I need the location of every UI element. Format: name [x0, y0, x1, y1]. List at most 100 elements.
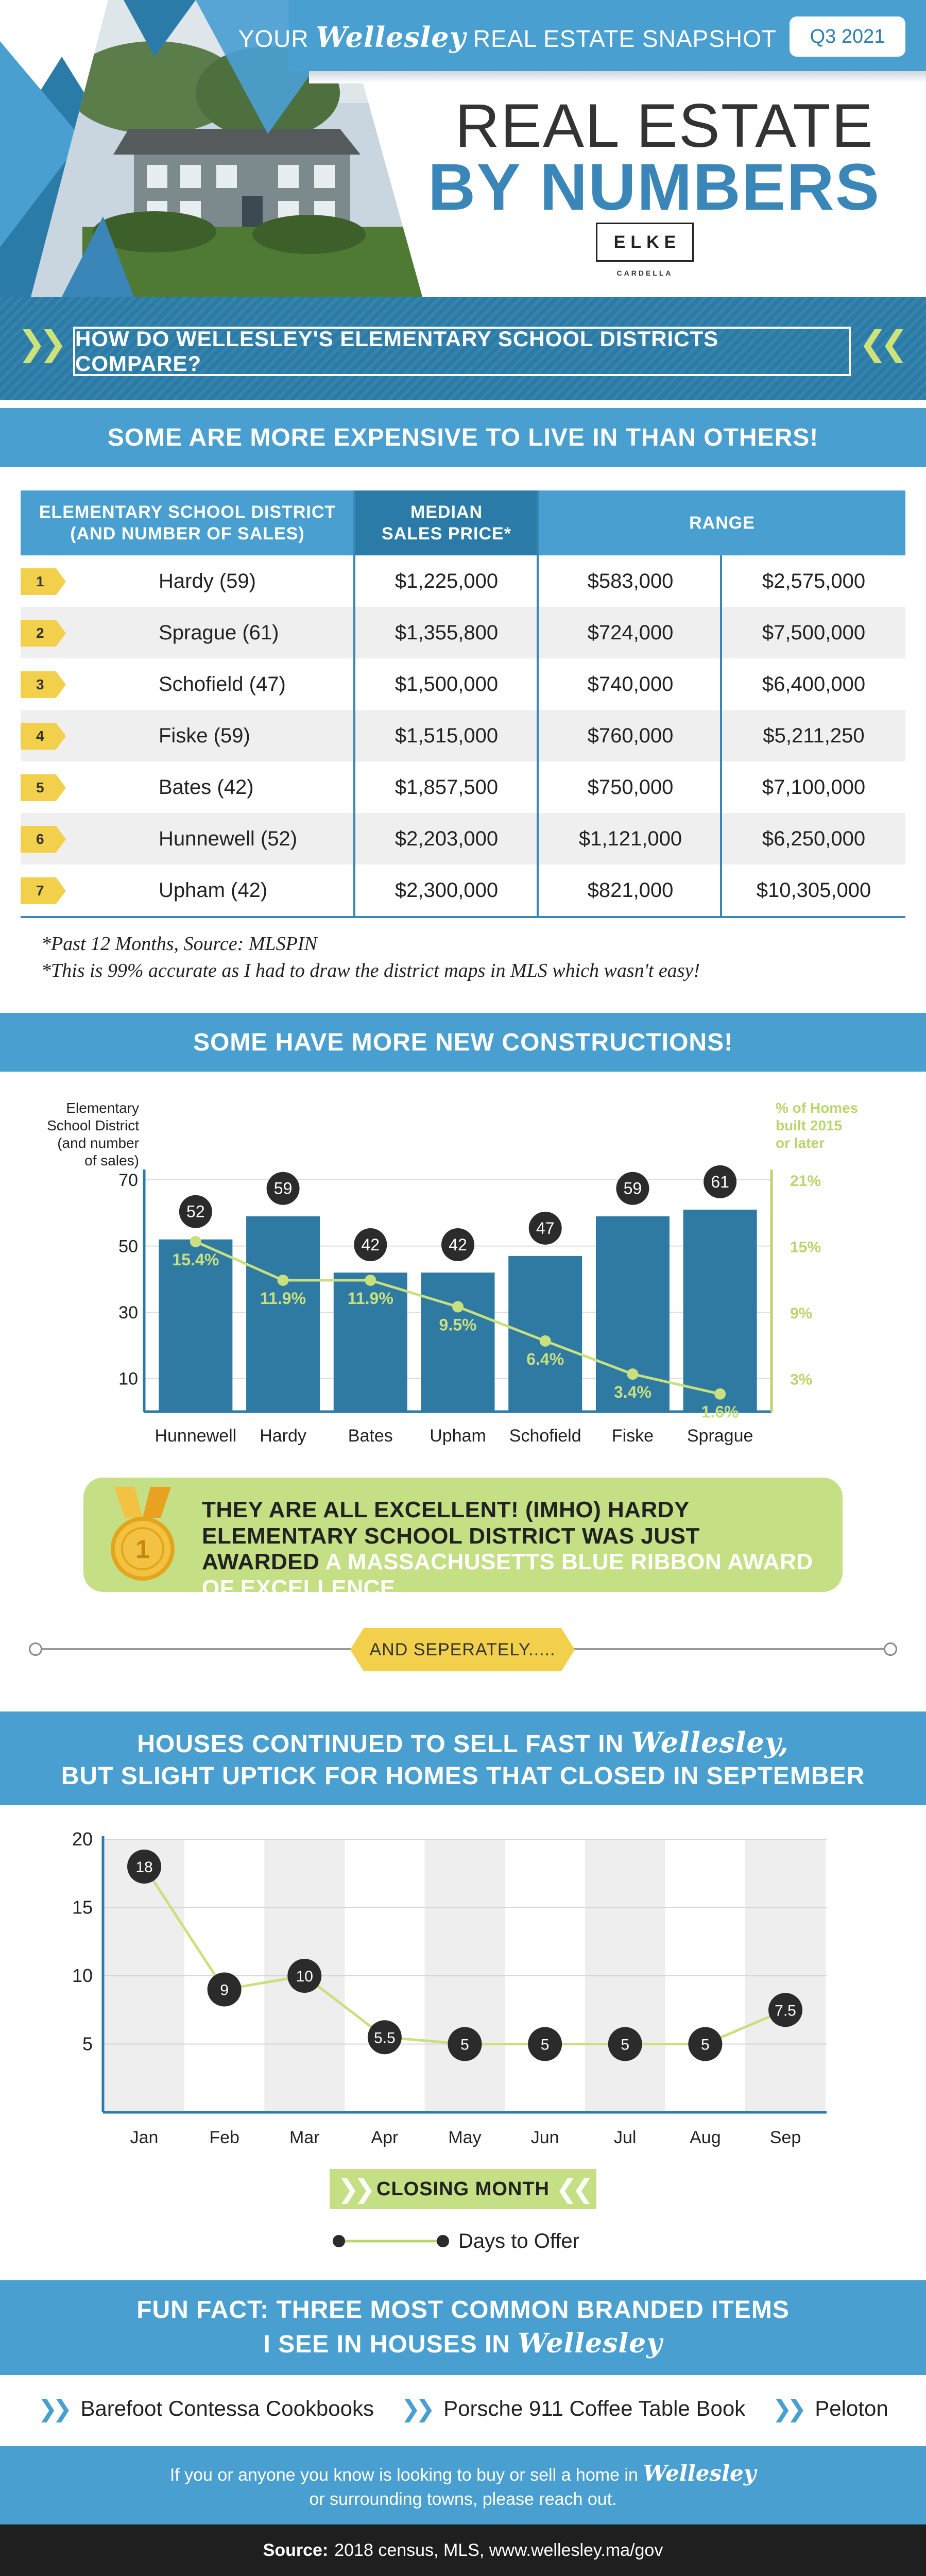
funfact-town: Wellesley — [518, 2328, 663, 2360]
x-tick-label: Jul — [614, 2128, 636, 2147]
chevron-right-icon: ❯❯ — [401, 2395, 435, 2422]
y-axis-label: School District — [47, 1117, 139, 1133]
days-value-label: 5 — [701, 2037, 710, 2054]
header-district-line2: (AND NUMBER OF SALES) — [70, 524, 305, 544]
table-body: 1 Hardy (59) $1,225,000 $583,000 $2,575,000 2… — [21, 490, 905, 918]
chevron-right-icon: ❯❯ — [18, 324, 67, 362]
separately-tag: AND SEPERATELY..... — [350, 1628, 575, 1671]
y-tick-label: 70 — [118, 1171, 138, 1190]
award-banner: 1 THEY ARE ALL EXCELLENT! (IMHO) HARDY E… — [83, 1478, 843, 1601]
construction-point — [627, 1368, 639, 1380]
rank-badge: 2 — [21, 620, 66, 647]
table-header-district: ELEMENTARY SCHOOL DISTRICT (AND NUMBER O… — [21, 490, 354, 555]
days-point — [688, 2027, 723, 2061]
award-text-light: A MASSACHUSETTS BLUE RIBBON AWARD OF EXC… — [202, 1549, 813, 1601]
district-cell: Hunnewell (52) — [159, 827, 298, 850]
bar-value-bubble — [441, 1228, 474, 1261]
footnote-accuracy: *This is 99% accurate as I had to draw t… — [41, 960, 700, 981]
construction-label: 15.4% — [172, 1250, 219, 1269]
section-days-town: Wellesley, — [631, 1725, 789, 1759]
y2-axis-label: % of Homes — [776, 1100, 858, 1116]
x-tick-label: Bates — [348, 1426, 393, 1446]
construction-label: 11.9% — [260, 1289, 306, 1308]
district-cell: Sprague (61) — [159, 621, 279, 644]
range-low-cell: $740,000 — [587, 672, 674, 696]
award-text: THEY ARE ALL EXCELLENT! (IMHO) HARDY ELE… — [202, 1497, 820, 1601]
footnote-source: *Past 12 Months, Source: MLSPIN — [41, 933, 317, 955]
district-cell: Hardy (59) — [159, 569, 256, 592]
header: YOUR Wellesley REAL ESTATE SNAPSHOT Q3 2… — [0, 0, 926, 297]
bar-value-label: 42 — [361, 1235, 380, 1254]
days-point — [127, 1850, 161, 1884]
y2-tick-label: 15% — [790, 1239, 821, 1256]
x-tick-label: Sep — [770, 2128, 801, 2147]
y2-tick-label: 21% — [790, 1173, 821, 1190]
header-median-line2: SALES PRICE* — [382, 524, 511, 544]
median-cell: $1,500,000 — [395, 672, 499, 696]
blue-triangle-left2 — [0, 41, 82, 247]
range-high-cell: $7,500,000 — [762, 621, 866, 644]
y2-tick-label: 9% — [790, 1305, 812, 1322]
price-table: ELEMENTARY SCHOOL DISTRICT (AND NUMBER O… — [21, 490, 905, 918]
median-cell: $1,225,000 — [395, 569, 499, 592]
source-label: Source: — [263, 2540, 329, 2560]
x-tick-label: Mar — [289, 2128, 320, 2147]
section-days-title: HOUSES CONTINUED TO SELL FAST IN Wellesl… — [0, 1711, 926, 1805]
section-days-prefix: HOUSES CONTINUED TO SELL FAST IN — [137, 1730, 624, 1758]
bar-value-label: 61 — [711, 1173, 729, 1191]
medal-icon: 1 — [111, 1487, 175, 1581]
median-cell: $1,857,500 — [395, 775, 499, 799]
construction-label: 3.4% — [614, 1383, 651, 1401]
x-tick-label: Hardy — [260, 1426, 306, 1446]
closing-month-text: CLOSING MONTH — [376, 2178, 550, 2200]
days-point — [367, 2020, 402, 2055]
chevron-right-icon: ❯❯ — [337, 2175, 375, 2204]
question-band: ❯❯ ❮❮ HOW DO WELLESLEY'S ELEMENTARY SCHO… — [0, 297, 926, 400]
range-high-cell: $5,211,250 — [763, 724, 865, 747]
median-cell: $1,515,000 — [395, 724, 499, 747]
median-cell: $2,300,000 — [395, 878, 499, 902]
y-tick-label: 30 — [118, 1303, 138, 1323]
table-column-divider — [537, 490, 539, 916]
bar — [246, 1216, 320, 1412]
days-value-label: 9 — [220, 1982, 229, 1999]
bar-value-label: 59 — [624, 1179, 642, 1198]
days-point — [448, 2027, 482, 2061]
construction-point — [539, 1335, 551, 1347]
legend-days-label: Days to Offer — [458, 2230, 579, 2252]
question-box: HOW DO WELLESLEY'S ELEMENTARY SCHOOL DIS… — [73, 327, 851, 376]
x-tick-label: Apr — [371, 2128, 398, 2147]
y-axis-label: of sales) — [84, 1153, 139, 1168]
medal-number: 1 — [135, 1535, 150, 1564]
rank-badge: 3 — [21, 671, 66, 698]
header-district-line1: ELEMENTARY SCHOOL DISTRICT — [39, 502, 336, 522]
table-row: 7 Upham (42) $2,300,000 $821,000 $10,305,000 — [21, 865, 905, 916]
range-low-cell: $750,000 — [587, 775, 674, 799]
separator-dot-left — [29, 1642, 42, 1656]
range-high-cell: $7,100,000 — [762, 775, 866, 799]
closing-month-label: ❯❯ CLOSING MONTH ❮❮ — [330, 2169, 596, 2209]
blue-triangle-top2 — [124, 0, 196, 57]
range-low-cell: $583,000 — [587, 569, 674, 592]
award-text-dark: THEY ARE ALL EXCELLENT! (IMHO) HARDY ELE… — [202, 1497, 700, 1575]
stripe-pattern — [0, 297, 926, 400]
rank-badge: 5 — [21, 774, 66, 801]
y-tick-label: 20 — [72, 1828, 93, 1850]
days-point — [207, 1972, 242, 2007]
funfact-item-label: Peloton — [815, 2396, 888, 2420]
bar — [421, 1273, 495, 1412]
days-value-label: 10 — [296, 1968, 313, 1985]
chevron-right-icon: ❯❯ — [772, 2395, 807, 2422]
range-high-cell: $6,250,000 — [762, 827, 866, 850]
snapshot-town: Wellesley — [316, 21, 467, 54]
contact-band: If you or anyone you know is looking to … — [0, 2446, 926, 2524]
construction-label: 1.6% — [701, 1403, 739, 1421]
rank-badge: 1 — [21, 568, 66, 595]
rank-badge: 4 — [21, 723, 66, 750]
x-tick-label: Jan — [130, 2128, 159, 2147]
bar-value-bubble — [616, 1172, 649, 1205]
bar — [333, 1273, 407, 1412]
section-days-line1: HOUSES CONTINUED TO SELL FAST IN Wellesl… — [137, 1724, 789, 1760]
table-row: 3 Schofield (47) $1,500,000 $740,000 $6,400,… — [21, 658, 905, 710]
days-value-label: 7.5 — [775, 2002, 796, 2019]
